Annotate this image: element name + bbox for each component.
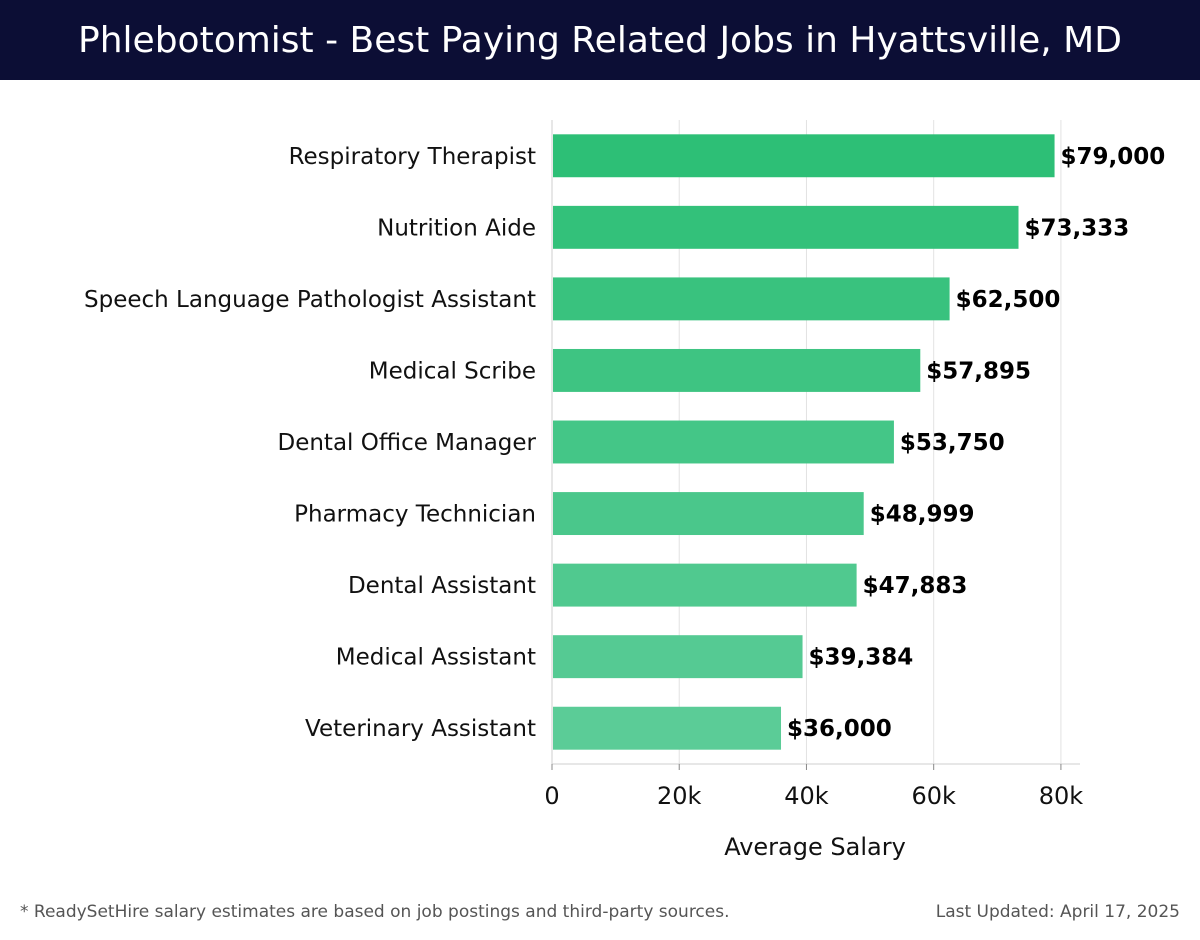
chart-header: Phlebotomist - Best Paying Related Jobs … (0, 0, 1200, 80)
bar (553, 348, 921, 392)
category-label: Dental Assistant (348, 573, 536, 599)
category-label: Veterinary Assistant (305, 716, 536, 742)
data-label: $36,000 (787, 716, 892, 742)
category-label: Speech Language Pathologist Assistant (84, 287, 536, 313)
labels: 0 20k 40k 60k 80k Respiratory Therapist $79,00… (84, 144, 1165, 810)
category-label: Respiratory Therapist (289, 144, 536, 170)
salary-bar-chart: 0 20k 40k 60k 80k Respiratory Therapist $79,00… (84, 120, 1165, 861)
bar (553, 277, 950, 321)
x-tick-label: 0 (544, 782, 559, 810)
bars (553, 134, 1055, 750)
data-label: $39,384 (809, 645, 914, 671)
data-label: $57,895 (926, 358, 1031, 384)
bar (553, 706, 782, 750)
x-tick-label: 40k (784, 782, 829, 810)
bar (553, 205, 1019, 249)
category-label: Medical Assistant (336, 645, 536, 671)
axes (551, 120, 1080, 770)
data-label: $62,500 (956, 287, 1061, 313)
data-label: $53,750 (900, 430, 1005, 456)
data-label: $73,333 (1025, 215, 1130, 241)
data-label: $79,000 (1061, 144, 1166, 170)
category-label: Medical Scribe (369, 358, 536, 384)
last-updated: Last Updated: April 17, 2025 (935, 902, 1180, 922)
bar (553, 420, 894, 464)
x-tick-label: 60k (911, 782, 956, 810)
footer-note: * ReadySetHire salary estimates are base… (20, 902, 730, 922)
chart-title: Phlebotomist - Best Paying Related Jobs … (78, 19, 1122, 61)
category-label: Nutrition Aide (377, 215, 536, 241)
category-label: Dental Office Manager (277, 430, 536, 456)
x-axis-title: Average Salary (724, 833, 906, 861)
bar (553, 134, 1055, 178)
bar (553, 635, 803, 679)
data-label: $48,999 (870, 502, 975, 528)
bar (553, 492, 864, 536)
data-label: $47,883 (863, 573, 968, 599)
x-tick-label: 80k (1039, 782, 1084, 810)
category-label: Pharmacy Technician (294, 502, 536, 528)
bar (553, 563, 857, 607)
x-tick-label: 20k (657, 782, 702, 810)
